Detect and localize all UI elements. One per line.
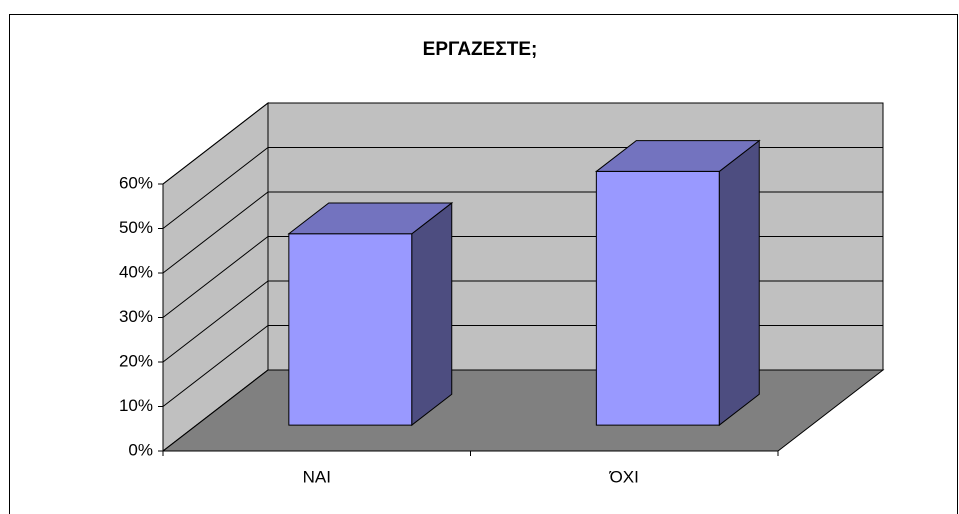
x-tick-label: ΌΧΙ (609, 467, 639, 486)
y-tick-label: 40% (119, 262, 153, 281)
y-tick-label: 50% (119, 218, 153, 237)
y-tick-label: 0% (128, 440, 153, 459)
chart-title: ΕΡΓΑΖΕΣΤΕ; (423, 39, 538, 60)
y-tick-label: 30% (119, 307, 153, 326)
x-tick-label: ΝΑΙ (303, 467, 331, 486)
bar-side (718, 139, 760, 427)
floor (161, 369, 885, 452)
grid-line (162, 102, 883, 185)
bar-front (595, 170, 720, 426)
bar-front (288, 233, 413, 426)
bar-top (287, 202, 454, 235)
y-tick-label: 10% (119, 396, 153, 415)
bar-top (594, 140, 761, 172)
bar-side (411, 201, 453, 427)
y-tick-label: 60% (119, 173, 153, 192)
y-tick-label: 20% (119, 351, 153, 370)
